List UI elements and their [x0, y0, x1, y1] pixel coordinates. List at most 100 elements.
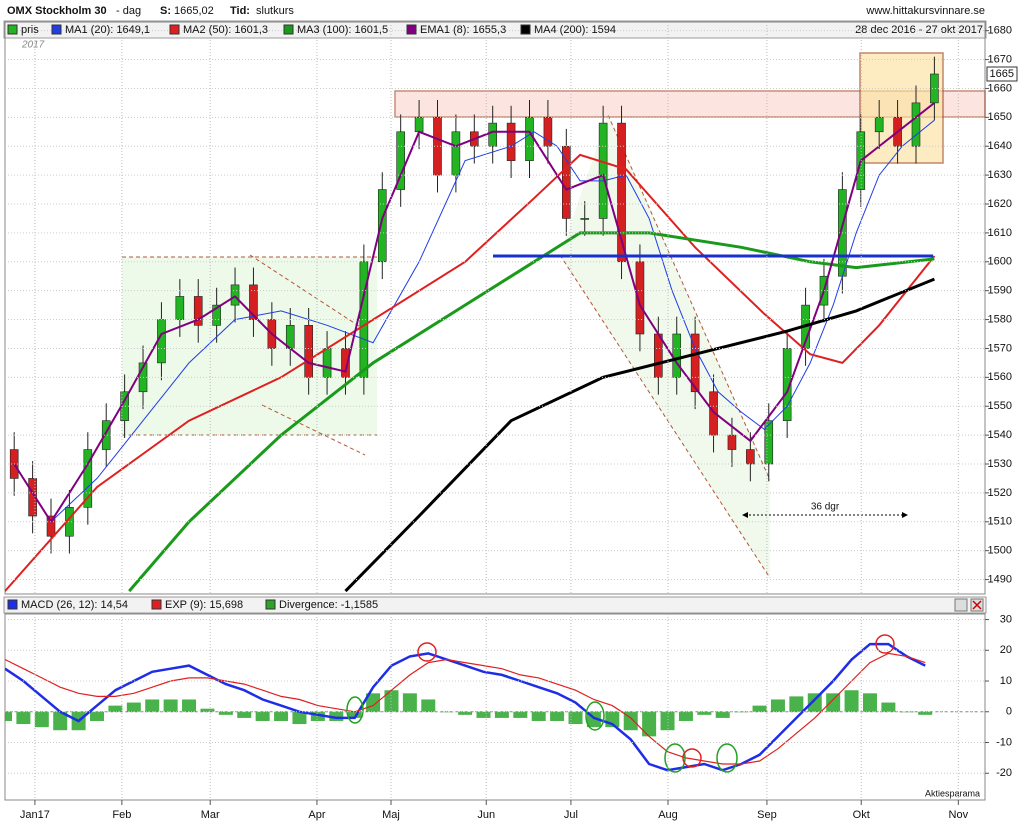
- candle-body: [212, 304, 221, 326]
- candle-body: [193, 296, 203, 326]
- divergence-bar: [218, 711, 233, 715]
- divergence-bar: [918, 711, 933, 715]
- y-tick-label: 1540: [988, 429, 1012, 441]
- candle-body: [672, 333, 682, 378]
- candle-body: [764, 420, 774, 465]
- macd-legend-bar: [3, 596, 987, 614]
- divergence-bar: [200, 708, 215, 712]
- divergence-bar: [862, 693, 877, 712]
- channel-line: [559, 254, 771, 579]
- candle-body: [598, 122, 608, 219]
- x-tick-label: Feb: [112, 809, 131, 821]
- macd-plot: [5, 642, 985, 772]
- legend-swatch: [283, 24, 294, 35]
- close-glyph: [972, 600, 982, 610]
- circle: [664, 743, 686, 773]
- divergence-bar: [494, 711, 509, 718]
- candle-body: [690, 333, 700, 393]
- y-tick-label: 1640: [988, 140, 1012, 152]
- x-tick-label: Okt: [853, 809, 870, 821]
- divergence-bar: [623, 711, 638, 731]
- y-tick-label: 1590: [988, 285, 1012, 297]
- x-tick-label: Aug: [658, 809, 678, 821]
- divergence-bar: [568, 711, 583, 725]
- divergence-bar: [421, 699, 436, 712]
- y-tick-label: 1650: [988, 111, 1012, 123]
- divergence-bar: [329, 711, 344, 721]
- x-tick-label: Nov: [949, 809, 969, 821]
- y-tick-label: 1660: [988, 82, 1012, 94]
- ma-line: [128, 231, 935, 593]
- y-tick-label: 1610: [988, 227, 1012, 239]
- y-tick-label: 0: [1006, 706, 1012, 718]
- y-tick-label: 1500: [988, 545, 1012, 557]
- x-tick-label: Maj: [382, 809, 400, 821]
- price-tag-label: 1665: [990, 68, 1014, 80]
- legend-label: MA4 (200): 1594: [534, 24, 616, 36]
- divergence-bar: [844, 690, 859, 712]
- circle: [585, 701, 605, 731]
- divergence-bar: [734, 711, 749, 713]
- y-tick-label: 1510: [988, 516, 1012, 528]
- legend-swatch: [520, 24, 531, 35]
- arrow-head: [742, 512, 748, 518]
- macd-frame: [4, 613, 986, 801]
- divergence-bar: [90, 711, 105, 721]
- y-tick-label: 1680: [988, 25, 1012, 37]
- ma-line: [13, 102, 936, 524]
- divergence-bar: [310, 711, 325, 721]
- last-label: S:: [160, 5, 171, 17]
- divergence-bar: [660, 711, 675, 731]
- y-tick-label: 1600: [988, 256, 1012, 268]
- time-label: Tid:: [230, 5, 250, 17]
- candle-body: [377, 189, 387, 263]
- candle-body: [396, 131, 405, 190]
- divergence-bar: [108, 705, 123, 712]
- candle-body: [580, 218, 590, 220]
- channel-line: [261, 404, 366, 456]
- signal-circles: [346, 634, 895, 773]
- candle-body: [782, 348, 792, 421]
- candle-body: [506, 122, 516, 161]
- y-tick-label: 1630: [988, 169, 1012, 181]
- y-tick-label: 1670: [988, 53, 1012, 65]
- y-tick-label: -20: [996, 767, 1012, 779]
- candle-body: [28, 478, 37, 517]
- legend-swatch: [169, 24, 180, 35]
- candle-body: [175, 296, 185, 320]
- legend-swatch: [265, 599, 276, 610]
- macd-line: [5, 652, 926, 765]
- candle-body: [874, 117, 884, 133]
- y-tick-label: 1530: [988, 458, 1012, 470]
- divergence-bar: [34, 711, 49, 728]
- legend-swatch: [151, 599, 162, 610]
- y-tick-label: 1550: [988, 400, 1012, 412]
- x-tick-label: Jun: [477, 809, 495, 821]
- candle-body: [157, 319, 166, 364]
- candle-body: [322, 348, 332, 378]
- divergence-bar: [274, 711, 289, 721]
- source: www.hittakursvinnare.se: [865, 5, 985, 17]
- candle-body: [525, 117, 534, 161]
- time-value: slutkurs: [256, 5, 294, 17]
- divergence-bar: [789, 696, 804, 712]
- divergence-bar: [126, 702, 141, 712]
- divergence-bar: [347, 711, 362, 718]
- divergence-bar: [255, 711, 270, 721]
- down-channel: [560, 115, 770, 578]
- arrow-head: [902, 512, 908, 518]
- settings-icon[interactable]: [954, 598, 968, 612]
- ma-line: [344, 277, 935, 593]
- legend-label: MA1 (20): 1649,1: [65, 24, 150, 36]
- divergence-bar: [402, 693, 417, 712]
- legend-label: EXP (9): 15,698: [165, 599, 243, 611]
- divergence-bar: [237, 711, 252, 718]
- candle-body: [911, 102, 921, 147]
- y-tick-label: 30: [1000, 613, 1012, 625]
- circle: [716, 743, 738, 773]
- divergence-bar: [550, 711, 565, 721]
- candle-body: [414, 117, 424, 133]
- legend-label: pris: [21, 24, 39, 36]
- channel-line: [607, 114, 771, 481]
